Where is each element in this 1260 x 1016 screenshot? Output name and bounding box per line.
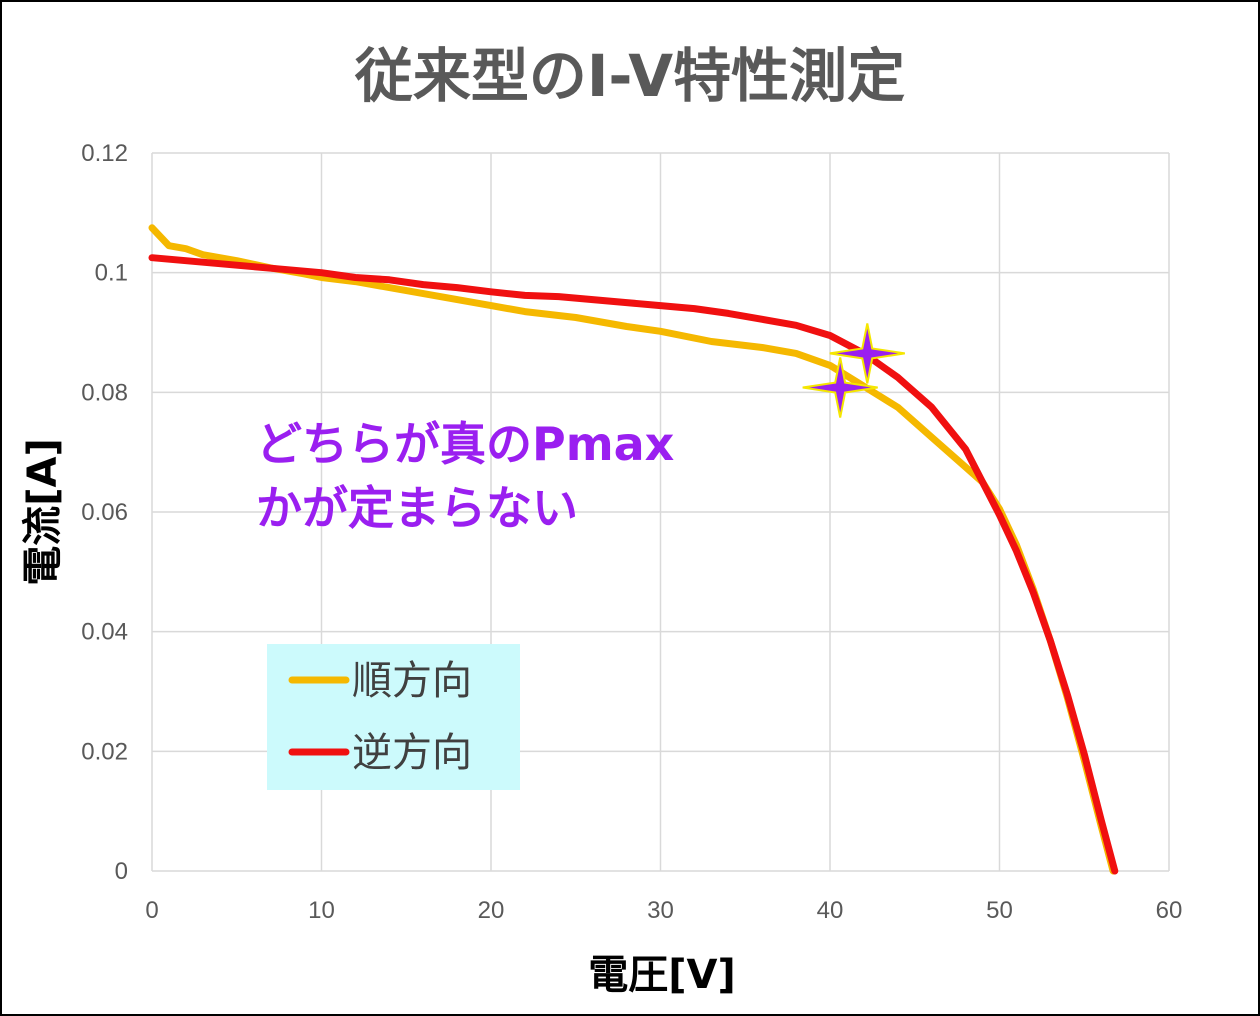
series-group [148,224,1119,875]
chart-title: 従来型のI-V特性測定 [354,42,905,110]
y-tick-label: 0.04 [81,619,128,646]
pmax-star-reverse [829,323,905,384]
y-tick-label: 0.08 [81,379,128,406]
legend: 順方向 逆方向 [267,644,520,790]
x-axis-label: 電圧[V] [588,952,736,998]
legend-background [267,644,520,790]
marker-group [802,323,905,418]
y-axis-label: 電流[A] [20,438,66,586]
x-tick-labels: 0 10 20 30 40 50 60 [145,897,1182,924]
x-tick-label: 40 [817,897,844,924]
annotation-line-2: かが定まらない [256,481,578,535]
y-tick-label: 0.1 [95,260,128,287]
series-line-reverse [148,254,1119,875]
x-tick-label: 60 [1156,897,1183,924]
y-tick-label: 0 [115,858,128,885]
annotation-line-1: どちらが真のPmax [256,417,674,471]
x-tick-label: 30 [647,897,674,924]
x-tick-label: 50 [986,897,1013,924]
x-tick-label: 0 [145,897,158,924]
x-tick-label: 10 [308,897,335,924]
x-tick-label: 20 [478,897,505,924]
legend-label-reverse: 逆方向 [352,730,472,776]
y-tick-label: 0.12 [81,140,128,167]
y-tick-label: 0.06 [81,499,128,526]
legend-label-forward: 順方向 [352,658,472,704]
y-tick-label: 0.02 [81,738,128,765]
y-tick-labels: 0 0.02 0.04 0.06 0.08 0.1 0.12 [81,140,128,885]
pmax-star-forward [802,357,878,418]
